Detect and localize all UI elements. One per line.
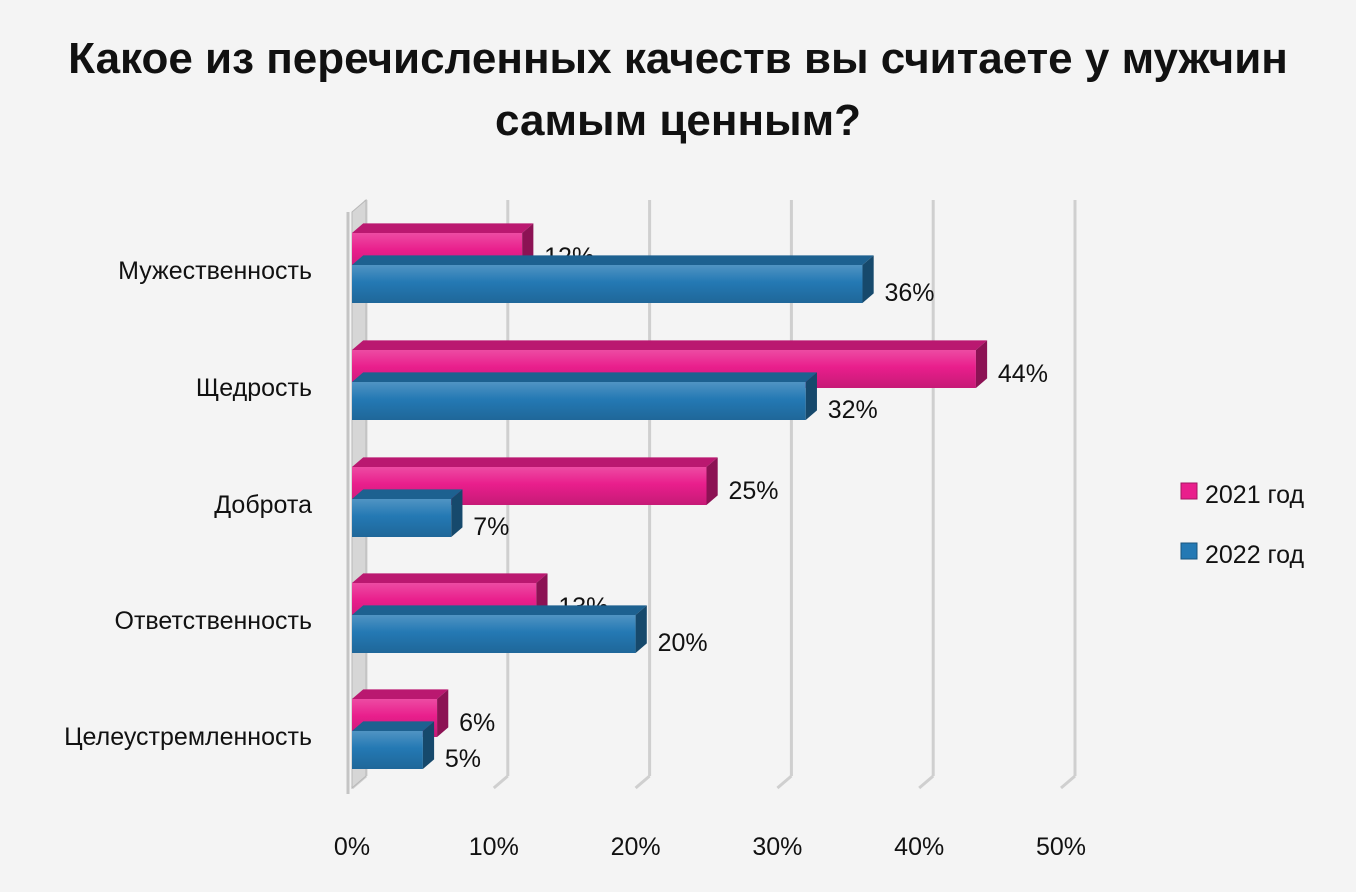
bar xyxy=(352,499,452,537)
x-tick-label: 40% xyxy=(894,833,944,861)
x-tick-label: 0% xyxy=(334,833,370,861)
category-label: Щедрость xyxy=(196,374,312,402)
data-label: 32% xyxy=(828,396,878,424)
x-tick-label: 10% xyxy=(469,833,519,861)
data-label: 36% xyxy=(884,279,934,307)
bar-top xyxy=(352,457,718,467)
legend-label: 2021 год xyxy=(1205,481,1304,509)
bar-top xyxy=(352,372,817,382)
data-label: 6% xyxy=(459,709,495,737)
bar-top xyxy=(352,689,449,699)
data-label: 5% xyxy=(445,745,481,773)
bar xyxy=(352,615,636,653)
x-tick-label: 30% xyxy=(752,833,802,861)
bar-top xyxy=(352,223,534,233)
category-label: Доброта xyxy=(214,491,312,519)
category-label: Целеустремленность xyxy=(64,723,312,751)
bar-top xyxy=(352,340,988,350)
gridline-floor xyxy=(634,774,651,790)
bar-end xyxy=(862,255,874,303)
bar-end xyxy=(975,340,988,388)
x-tick-label: 20% xyxy=(611,833,661,861)
bar-top xyxy=(352,489,463,499)
bar-end xyxy=(706,457,718,505)
bar-end xyxy=(437,689,449,737)
bar-top xyxy=(352,573,548,583)
x-tick-label: 50% xyxy=(1036,833,1086,861)
data-label: 20% xyxy=(658,629,708,657)
chart-title: Какое из перечисленных качеств вы считае… xyxy=(68,34,1288,145)
bar xyxy=(352,382,806,420)
bar-end xyxy=(451,489,463,537)
category-label: Мужественность xyxy=(118,257,312,285)
gridline-floor xyxy=(918,774,935,790)
legend-label: 2022 год xyxy=(1205,541,1304,569)
data-label: 7% xyxy=(473,513,509,541)
gridline-floor xyxy=(776,774,793,790)
bar xyxy=(352,265,863,303)
gridline-floor xyxy=(492,774,509,790)
bar-end xyxy=(805,372,817,420)
legend-swatch xyxy=(1180,542,1198,560)
bar-top xyxy=(352,255,874,265)
category-label: Ответственность xyxy=(115,607,313,635)
bar-top xyxy=(352,605,647,615)
bar-end xyxy=(635,605,647,653)
bar xyxy=(352,731,423,769)
bar-end xyxy=(422,721,435,769)
legend-swatch xyxy=(1180,482,1198,500)
gridline-floor xyxy=(1060,774,1076,790)
data-label: 44% xyxy=(998,360,1048,388)
bar-top xyxy=(352,721,435,731)
data-label: 25% xyxy=(729,477,779,505)
